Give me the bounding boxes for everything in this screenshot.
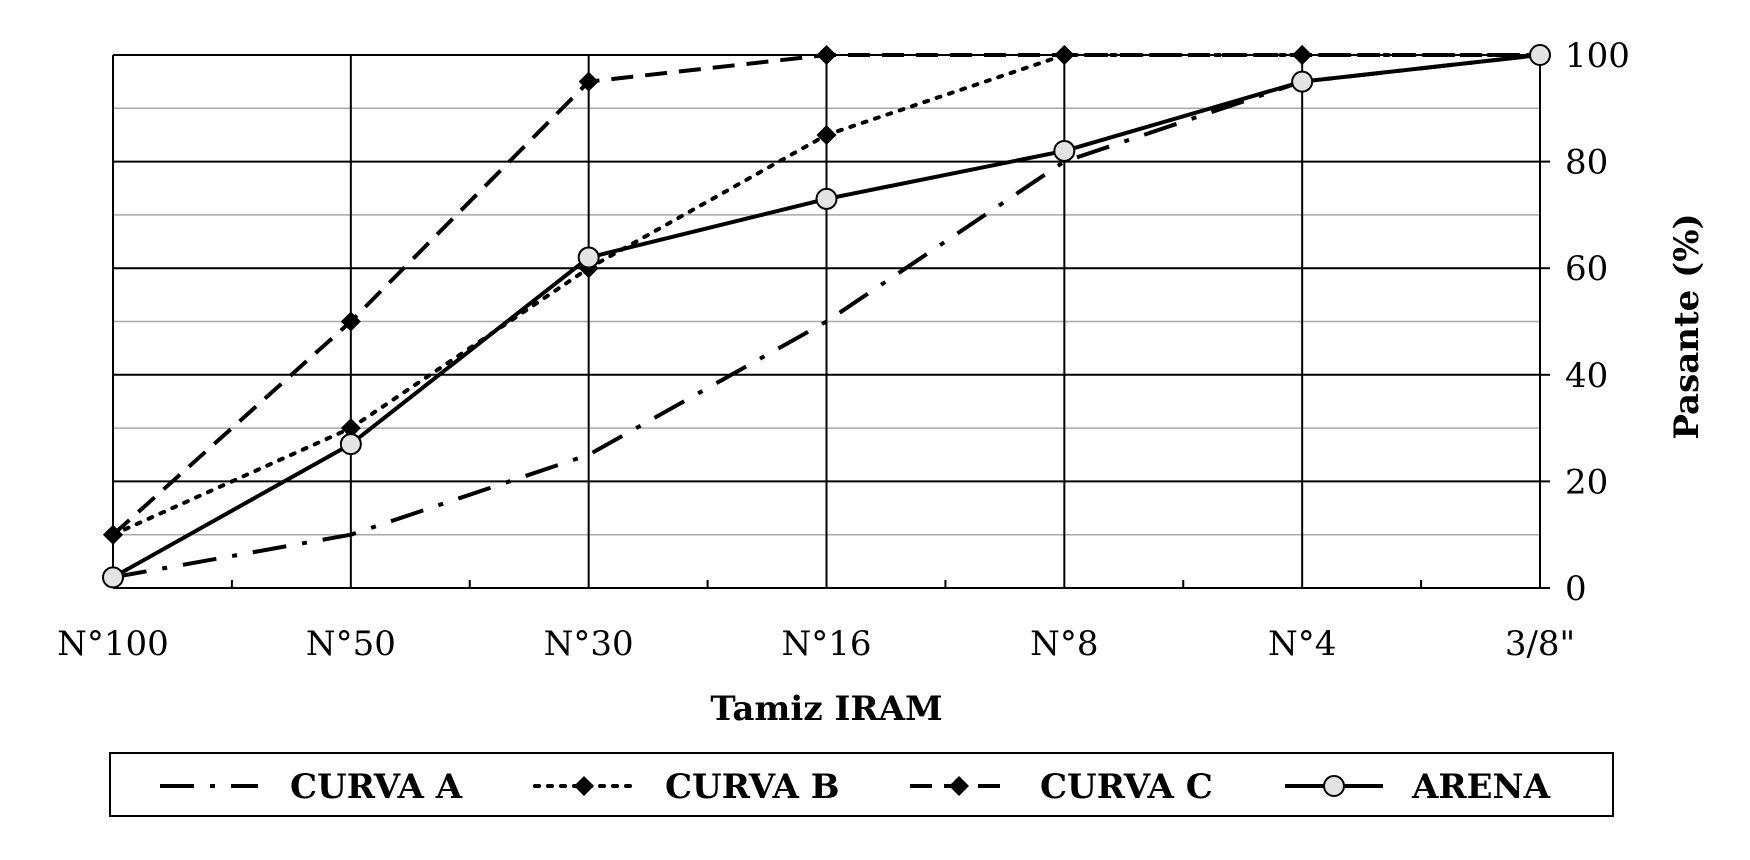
series-layer	[102, 44, 1551, 589]
diamond-marker	[1054, 45, 1075, 65]
x-tick-label: N°16	[781, 624, 871, 664]
legend-label: CURVA A	[290, 767, 463, 807]
y-tick-label: 20	[1565, 462, 1608, 502]
circle-marker	[577, 246, 600, 269]
circle-marker	[1291, 70, 1314, 93]
diamond-marker	[340, 418, 361, 439]
circle-marker	[102, 566, 124, 589]
x-tick-label: N°30	[544, 624, 634, 664]
x-tick-label: N°4	[1268, 624, 1336, 664]
x-axis-title: Tamiz IRAM	[710, 689, 942, 729]
legend-item: CURVA A	[160, 767, 463, 807]
y-axis-title: Pasante (%)	[1667, 213, 1707, 439]
diamond-marker	[574, 776, 594, 796]
diamond-marker	[1292, 45, 1313, 65]
x-tick-label: 3/8"	[1505, 624, 1575, 664]
y-tick-label: 40	[1565, 356, 1608, 396]
legend: CURVA A CURVA B CURVA C ARENA	[109, 752, 1614, 817]
legend-label: ARENA	[1411, 767, 1551, 807]
circle-marker	[1323, 775, 1345, 797]
diamond-marker	[103, 524, 123, 545]
x-tick-label: N°50	[306, 624, 396, 664]
legend-item: CURVA C	[910, 767, 1213, 807]
legend-item: CURVA B	[533, 767, 839, 807]
x-tick-label: N°100	[57, 624, 169, 664]
series-arena	[102, 44, 1551, 589]
series-curva-c	[103, 45, 1550, 545]
diamond-marker	[340, 311, 361, 332]
diamond-marker	[816, 124, 837, 145]
y-tick-label: 80	[1565, 143, 1608, 183]
y-tick-label: 60	[1565, 249, 1608, 289]
legend-item: ARENA	[1285, 767, 1551, 807]
circle-marker	[1053, 139, 1076, 162]
circle-marker	[339, 433, 362, 456]
legend-box	[109, 752, 1614, 817]
diamond-marker	[949, 776, 969, 796]
circle-marker	[1529, 44, 1551, 66]
y-tick-label: 100	[1565, 36, 1630, 76]
diamond-marker	[578, 71, 599, 92]
legend-label: CURVA C	[1040, 767, 1213, 807]
diamond-marker	[816, 45, 837, 65]
tick-labels: N°100 N°50 N°30 N°16 N°8 N°4 3/8" 0 20 40 60 80 100	[57, 36, 1630, 664]
legend-label: CURVA B	[665, 767, 839, 807]
y-tick-label: 0	[1565, 569, 1587, 609]
x-tick-label: N°8	[1030, 624, 1098, 664]
circle-marker	[815, 187, 838, 210]
